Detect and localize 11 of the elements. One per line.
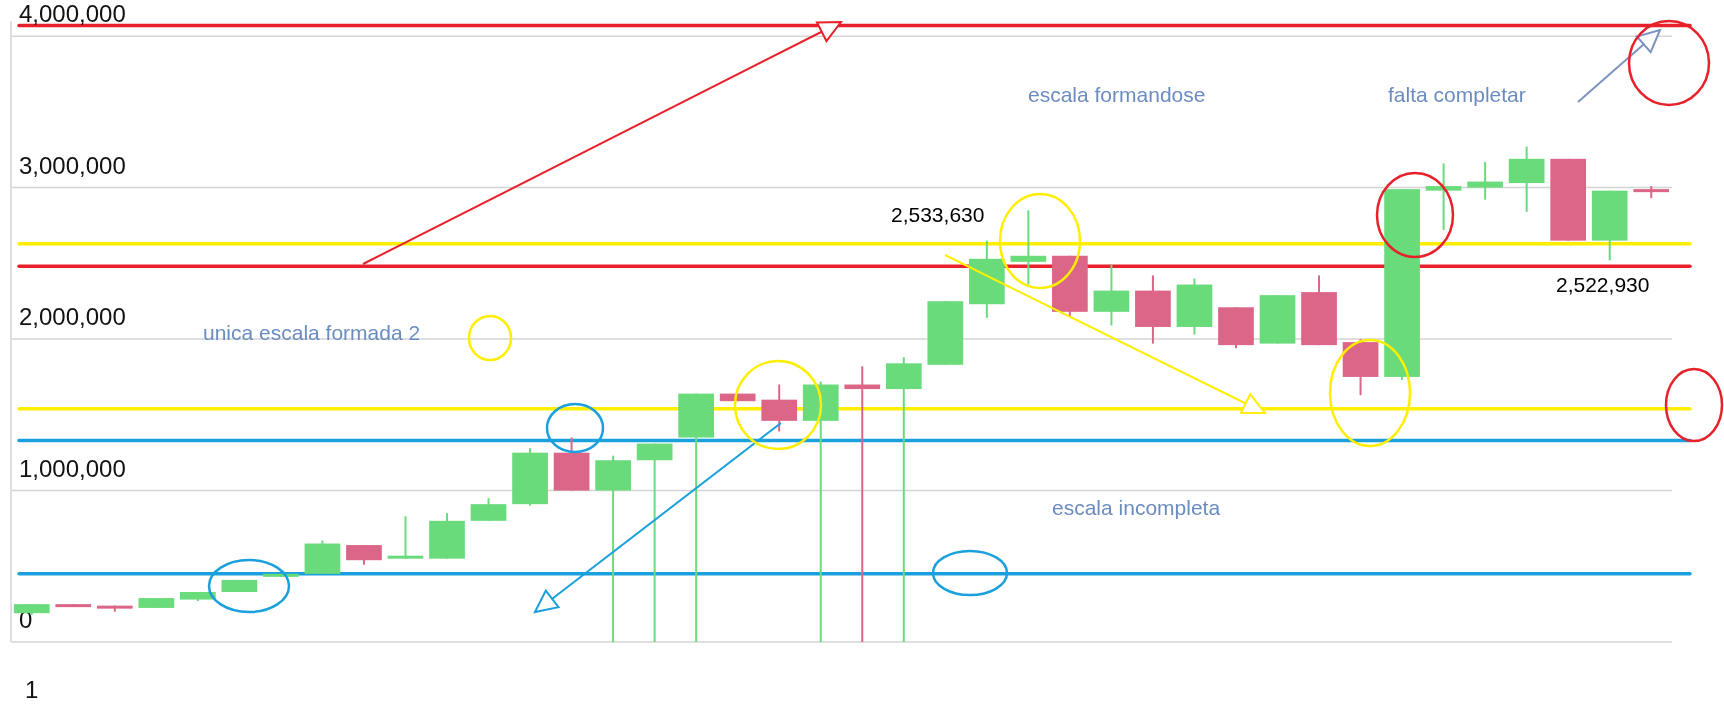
y-tick-label: 2,000,000 bbox=[19, 303, 126, 331]
annotation: 2,522,930 bbox=[1556, 273, 1650, 296]
y-tick-label: 1,000,000 bbox=[19, 454, 126, 482]
annotation: unica escala formada 2 bbox=[203, 321, 421, 344]
annotation: 2,533,630 bbox=[891, 203, 985, 226]
annotation: escala formandose bbox=[1028, 83, 1206, 106]
annotation: falta completar bbox=[1388, 83, 1526, 106]
x-tick-label: 1 bbox=[25, 676, 39, 703]
y-tick-label: 3,000,000 bbox=[19, 151, 126, 179]
y-tick-label: 4,000,000 bbox=[19, 0, 126, 28]
annotation: escala incompleta bbox=[1052, 496, 1221, 519]
